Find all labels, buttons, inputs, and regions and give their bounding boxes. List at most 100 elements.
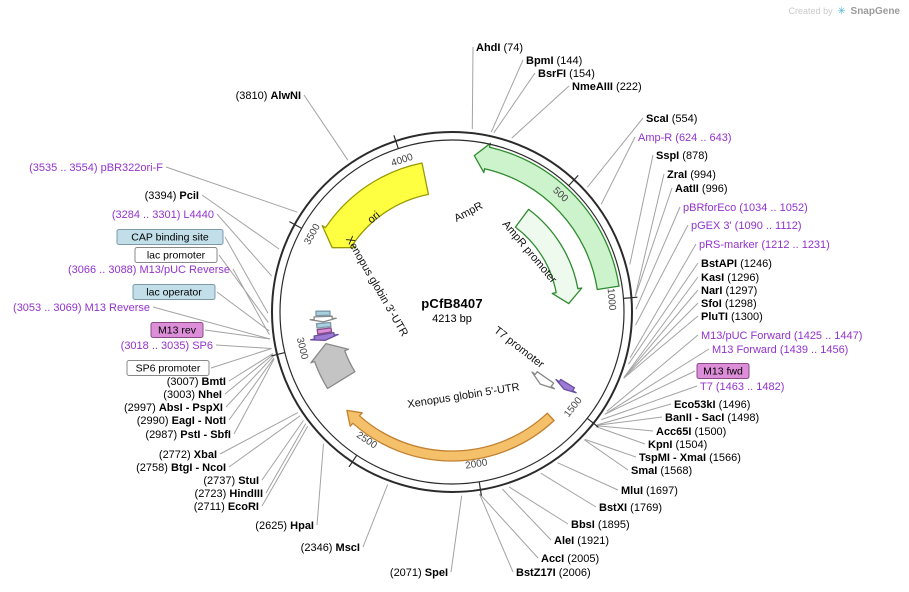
label-m13-forward[interactable]: M13 Forward (1439 .. 1456) [712, 344, 848, 356]
feature-sp6-promoter-feature[interactable] [310, 331, 339, 342]
label-bsrfi[interactable]: BsrFI (154) [538, 68, 595, 80]
label-m13-fwd[interactable]: M13 fwd [703, 366, 743, 378]
label-nari[interactable]: NarI (1297) [701, 285, 757, 297]
feature-lac-operator-feature[interactable] [315, 321, 332, 329]
label-pcii[interactable]: (3394) PciI [145, 190, 199, 202]
label-sp6-promoter[interactable]: SP6 promoter [136, 363, 201, 375]
label-pluti[interactable]: PluTI (1300) [701, 311, 763, 323]
label-m13-puc-forward[interactable]: M13/pUC Forward (1425 .. 1447) [701, 330, 862, 342]
label-pgex[interactable]: pGEX 3' (1090 .. 1112) [691, 220, 802, 232]
label-t7[interactable]: T7 (1463 .. 1482) [700, 381, 784, 393]
label-xbai[interactable]: (2772) XbaI [159, 449, 217, 461]
features [309, 142, 620, 462]
label-m13-puc-reverse[interactable]: (3066 .. 3088) M13/pUC Reverse [68, 264, 230, 276]
feature-t7-promoter[interactable] [531, 371, 556, 390]
label-cap-binding-site[interactable]: CAP binding site [131, 232, 209, 244]
label-box-lac-promoter[interactable] [134, 247, 218, 263]
leader-lines [152, 46, 710, 573]
feature-m13-fwd-primer[interactable] [555, 378, 577, 394]
leader-line [471, 46, 474, 130]
tick-mark [289, 221, 302, 229]
label-btgi-ncoi[interactable]: (2758) BtgI - NcoI [136, 462, 226, 474]
feature-label-xenopus-globin-3-utr[interactable]: Xenopus globin 3'-UTR [343, 234, 410, 338]
label-sspi[interactable]: SspI (878) [656, 150, 708, 162]
leader-line [204, 329, 271, 340]
label-box-sp6-promoter[interactable] [126, 360, 210, 376]
label-sp6[interactable]: (3018 .. 3035) SP6 [121, 340, 213, 352]
leader-line [490, 59, 524, 133]
label-bstxi[interactable]: BstXI (1769) [599, 502, 662, 514]
feature-label-xenopus-globin-5-utr[interactable]: Xenopus globin 5'-UTR [407, 381, 521, 411]
label-absi-pspxi[interactable]: (2997) AbsI - PspXI [124, 402, 223, 414]
label-alei[interactable]: AleI (1921) [554, 535, 609, 547]
label-zrai[interactable]: ZraI (994) [667, 169, 716, 181]
leader-line [233, 358, 275, 435]
label-aatii[interactable]: AatII (996) [675, 183, 728, 195]
feature-label-t7-promoter[interactable]: T7 promoter [492, 324, 547, 371]
label-hindiii[interactable]: (2723) HindIII [195, 488, 263, 500]
label-tspmi-xmai[interactable]: TspMI - XmaI (1566) [639, 452, 741, 464]
label-kasi[interactable]: KasI (1296) [701, 272, 759, 284]
label-spei[interactable]: (2071) SpeI [390, 567, 448, 579]
tick-mark [271, 352, 286, 357]
feature-m13-rev-primer[interactable] [316, 327, 333, 335]
tick-label: 3500 [302, 222, 323, 247]
feature-xenopus-globin-3-utr[interactable] [310, 342, 356, 390]
leader-line [629, 154, 654, 265]
label-banii-saci[interactable]: BanII - SacI (1498) [665, 412, 759, 424]
label-kpni[interactable]: KpnI (1504) [648, 439, 707, 451]
label-acci[interactable]: AccI (2005) [541, 553, 599, 565]
feature-ampr[interactable] [473, 142, 620, 291]
label-stui[interactable]: (2737) StuI [203, 475, 259, 487]
feature-cap-binding-site-feature[interactable] [315, 310, 331, 317]
label-ahdi[interactable]: AhdI (74) [476, 42, 523, 54]
label-amp-r[interactable]: Amp-R (624 .. 643) [638, 132, 732, 144]
leader-line [634, 187, 673, 297]
label-eco53ki[interactable]: Eco53kI (1496) [674, 399, 750, 411]
label-acc65i[interactable]: Acc65I (1500) [656, 426, 726, 438]
label-m13-rev[interactable]: M13 rev [158, 325, 197, 337]
tick-label: 3000 [294, 336, 310, 361]
label-eagi-noti[interactable]: (2990) EagI - NotI [137, 415, 226, 427]
label-sfoi[interactable]: SfoI (1298) [701, 298, 757, 310]
leader-line [596, 416, 663, 426]
leader-line [511, 85, 570, 139]
feature-ampr-promoter[interactable] [514, 208, 583, 305]
label-lac-operator[interactable]: lac operator [146, 287, 202, 299]
label-nmeaiii[interactable]: NmeAIII (222) [572, 81, 642, 93]
leader-line [215, 344, 272, 349]
label-pbr322ori-f[interactable]: (3535 .. 3554) pBR322ori-F [29, 162, 163, 174]
label-prs-marker[interactable]: pRS-marker (1212 .. 1231) [699, 239, 830, 251]
label-hpai[interactable]: (2625) HpaI [255, 520, 314, 532]
label-smai[interactable]: SmaI (1568) [631, 465, 692, 477]
label-psti-sbfi[interactable]: (2987) PstI - SbfI [145, 429, 231, 441]
label-bstapi[interactable]: BstAPI (1246) [701, 258, 772, 270]
label-nhei[interactable]: (3003) NheI [163, 389, 222, 401]
label-bmti[interactable]: (3007) BmtI [167, 376, 226, 388]
label-ecori[interactable]: (2711) EcoRI [194, 501, 259, 513]
label-bbsi[interactable]: BbsI (1895) [571, 519, 630, 531]
label-alwni[interactable]: (3810) AlwNI [236, 90, 301, 102]
label-lac-promoter[interactable]: lac promoter [147, 250, 206, 262]
leader-line [303, 94, 349, 161]
label-box-m13-rev[interactable] [150, 322, 204, 338]
feature-lac-promoter-feature[interactable] [309, 315, 337, 323]
label-box-m13-fwd[interactable] [696, 363, 750, 379]
leader-line [224, 236, 269, 314]
label-box-lac-operator[interactable] [132, 284, 216, 300]
leader-line [634, 173, 665, 296]
label-mlui[interactable]: MluI (1697) [621, 485, 678, 497]
leader-line [216, 291, 270, 332]
feature-label-ampr[interactable]: AmpR [452, 200, 485, 225]
label-l4440[interactable]: (3284 .. 3301) L4440 [112, 209, 214, 221]
label-pbrforeco[interactable]: pBRforEco (1034 .. 1052) [683, 202, 808, 214]
label-m13-reverse[interactable]: (3053 .. 3069) M13 Reverse [13, 302, 150, 314]
feature-xenopus-globin-5-utr[interactable] [346, 409, 555, 462]
label-box-cap-binding-site[interactable] [116, 229, 224, 245]
label-bstz17i[interactable]: BstZ17I (2006) [516, 567, 591, 579]
label-msci[interactable]: (2346) MscI [301, 542, 360, 554]
label-bpmi[interactable]: BpmI (144) [526, 55, 582, 67]
label-scai[interactable]: ScaI (554) [646, 113, 697, 125]
feature-ori[interactable] [321, 162, 430, 249]
leader-line [623, 315, 699, 379]
